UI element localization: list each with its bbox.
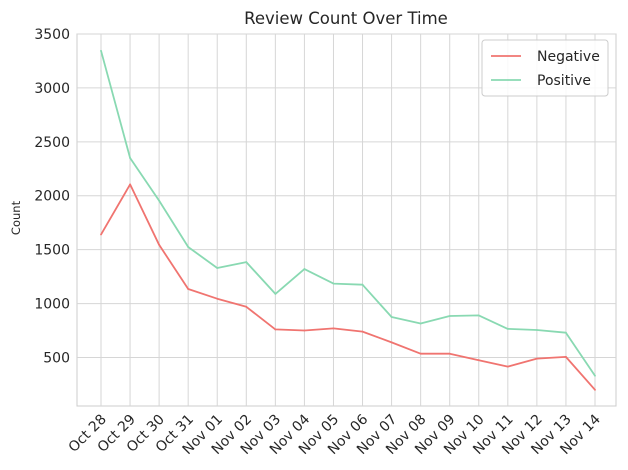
data-point-negative: [332, 327, 335, 330]
data-point-positive: [187, 246, 190, 248]
data-point-negative: [390, 341, 393, 344]
data-point-negative: [448, 352, 451, 355]
data-point-positive: [506, 328, 509, 330]
data-point-negative: [477, 359, 480, 362]
data-point-negative: [303, 329, 306, 332]
legend: Negative Positive: [481, 39, 609, 97]
data-point-positive: [535, 329, 538, 331]
y-tick-label: 1500: [34, 243, 70, 259]
y-tick-label: 2000: [34, 189, 70, 205]
data-point-positive: [594, 374, 596, 377]
y-tick-labels: 500 1000 1500 2000 2500 3000 3500: [34, 27, 70, 366]
y-tick-label: 500: [43, 350, 70, 366]
data-point-positive: [390, 316, 393, 318]
series-line-negative: [100, 183, 596, 391]
legend-label-positive: Positive: [537, 73, 591, 89]
series-layer: [100, 49, 596, 391]
data-point-positive: [100, 49, 102, 52]
data-point-negative: [361, 330, 364, 333]
data-point-positive: [216, 267, 219, 269]
legend-label-negative: Negative: [537, 49, 600, 65]
data-point-negative: [419, 352, 422, 355]
data-point-positive: [129, 157, 131, 159]
data-point-positive: [158, 199, 161, 202]
series-line-positive: [100, 50, 596, 377]
data-point-positive: [477, 314, 480, 317]
data-point-positive: [565, 331, 567, 334]
data-point-positive: [274, 292, 277, 295]
chart-title: Review Count Over Time: [244, 9, 448, 28]
data-point-negative: [216, 297, 219, 300]
data-point-negative: [100, 233, 102, 236]
data-point-negative: [245, 305, 248, 308]
data-point-negative: [506, 365, 509, 368]
data-point-positive: [361, 283, 364, 286]
y-tick-label: 1000: [34, 297, 70, 313]
data-point-negative: [535, 357, 538, 360]
y-tick-label: 3500: [34, 27, 70, 43]
data-point-positive: [303, 268, 306, 270]
data-point-positive: [245, 261, 248, 263]
y-tick-label: 2500: [34, 135, 70, 151]
data-point-negative: [129, 183, 131, 186]
data-point-negative: [158, 243, 161, 246]
data-point-positive: [448, 315, 451, 317]
data-point-negative: [594, 388, 596, 391]
y-tick-label: 3000: [34, 81, 70, 97]
y-axis-label: Count: [9, 200, 23, 235]
legend-box: [481, 39, 609, 97]
data-point-negative: [274, 328, 277, 331]
data-point-positive: [332, 282, 335, 285]
data-point-negative: [187, 288, 190, 290]
data-point-negative: [565, 356, 567, 358]
data-point-positive: [419, 322, 422, 325]
